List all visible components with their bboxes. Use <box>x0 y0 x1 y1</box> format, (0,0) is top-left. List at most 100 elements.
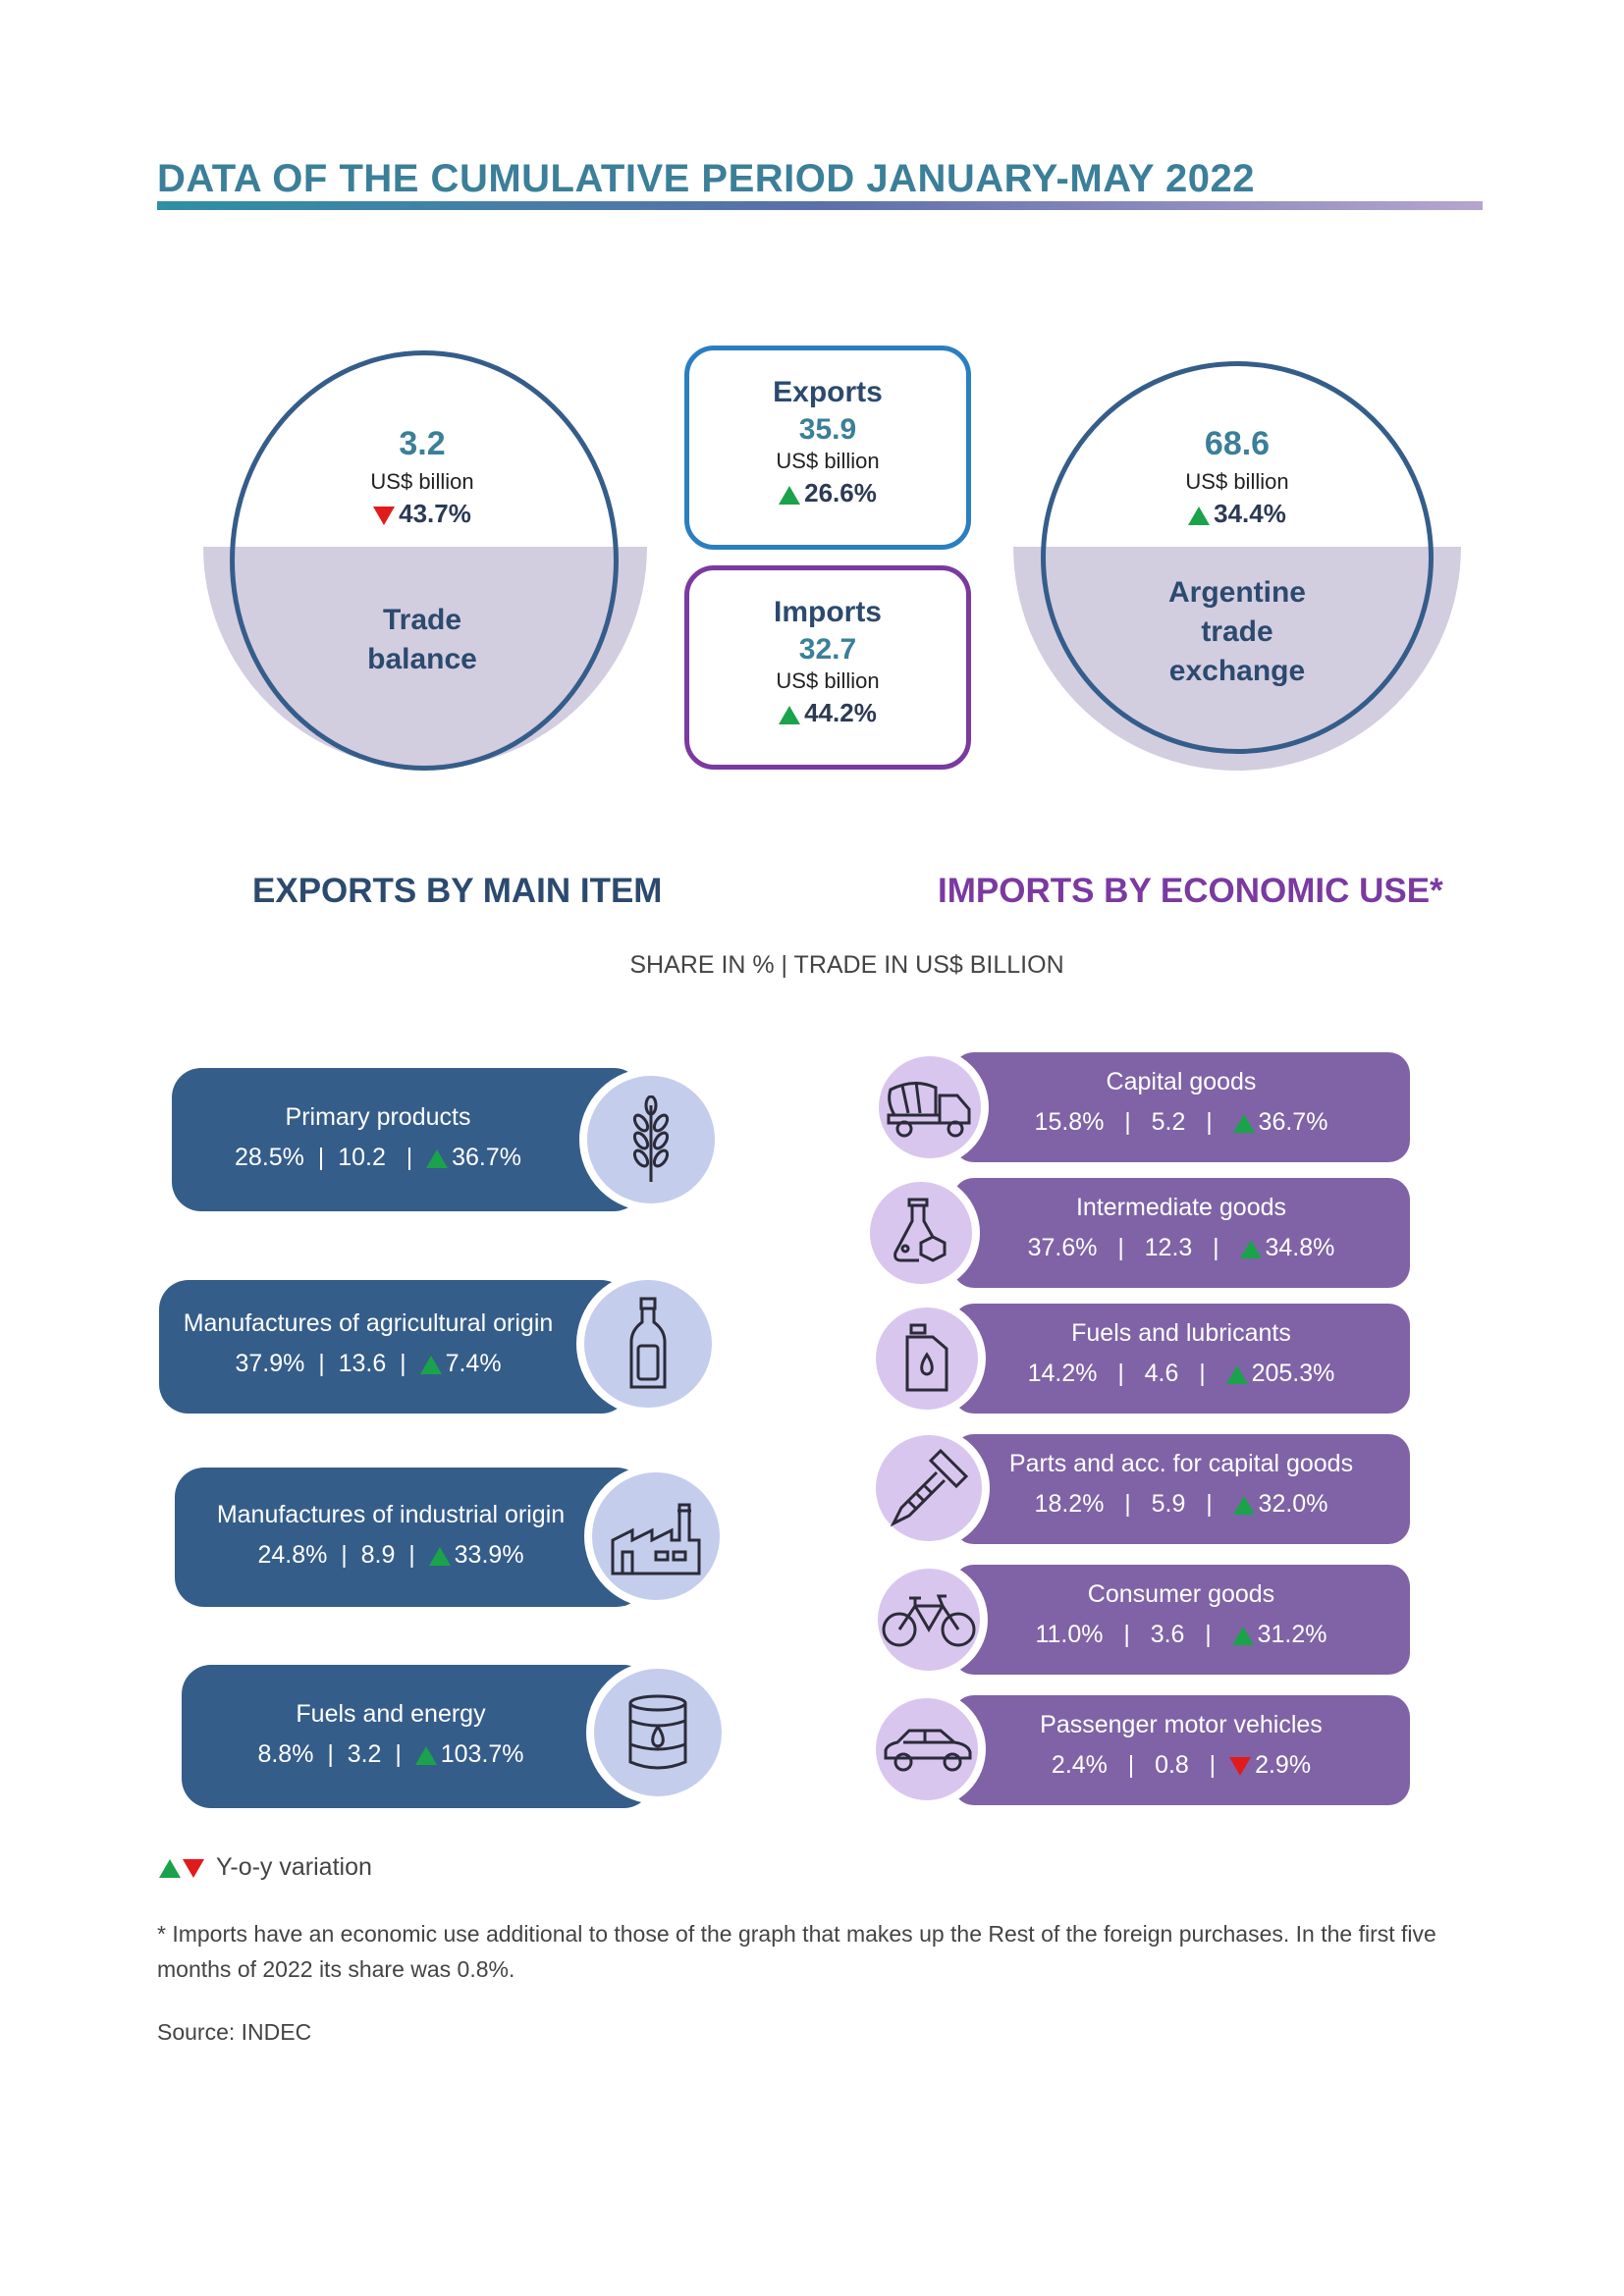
export-item-change: 36.7% <box>452 1144 521 1171</box>
export-item-value: 8.9 <box>360 1541 396 1569</box>
export-item-name: Fuels and energy <box>296 1700 486 1728</box>
export-item-value: 3.2 <box>347 1740 382 1768</box>
trade-exchange-unit: US$ billion <box>1185 469 1289 494</box>
import-item-share: 15.8% <box>1034 1108 1105 1136</box>
up-arrow-icon <box>428 1546 451 1566</box>
export-item-change: 33.9% <box>454 1541 524 1569</box>
import-item-capital-goods: Capital goods 15.8% | 5.2 | 36.7% <box>952 1052 1410 1162</box>
factory-icon <box>584 1465 728 1608</box>
legend-label: Y-o-y variation <box>216 1853 372 1881</box>
imports-section-heading: IMPORTS BY ECONOMIC USE* <box>938 872 1443 910</box>
bottle-icon <box>576 1272 720 1415</box>
import-item-change: 32.0% <box>1258 1490 1328 1518</box>
import-item-name: Capital goods <box>1106 1068 1257 1095</box>
trade-balance-unit: US$ billion <box>370 469 474 494</box>
exports-section-heading: EXPORTS BY MAIN ITEM <box>252 872 663 910</box>
export-item-primary-products: Primary products 28.5% | 10.2 | 36.7% <box>172 1068 643 1211</box>
imports-unit: US$ billion <box>776 668 880 693</box>
imports-heading: Imports <box>773 596 882 628</box>
up-arrow-icon <box>779 705 801 724</box>
export-item-agricultural-manufactures: Manufactures of agricultural origin 37.9… <box>159 1280 630 1414</box>
export-item-share: 8.8% <box>257 1740 314 1768</box>
oil-barrel-icon <box>586 1661 730 1804</box>
import-item-share: 18.2% <box>1034 1490 1105 1518</box>
exports-unit: US$ billion <box>776 449 880 473</box>
source-note: Source: INDEC <box>157 2019 312 2045</box>
trade-exchange-label: Argentine trade exchange <box>1119 573 1355 691</box>
import-item-value: 4.6 <box>1144 1360 1179 1387</box>
import-item-value: 12.3 <box>1144 1234 1193 1261</box>
export-item-share: 28.5% <box>235 1144 304 1171</box>
chemistry-flask-icon <box>862 1174 980 1292</box>
up-arrow-icon <box>419 1355 442 1374</box>
down-arrow-icon <box>1229 1756 1252 1776</box>
title-underline <box>157 201 1483 210</box>
import-item-share: 11.0% <box>1035 1621 1104 1648</box>
footnote: * Imports have an economic use additiona… <box>157 1921 1436 1982</box>
trade-exchange-circle <box>1041 361 1434 754</box>
down-arrow-icon <box>373 506 396 525</box>
up-arrow-icon <box>1225 1364 1248 1384</box>
import-item-name: Intermediate goods <box>1075 1194 1287 1221</box>
imports-change: 44.2% <box>804 698 877 727</box>
page-title: DATA OF THE CUMULATIVE PERIOD JANUARY-MA… <box>157 157 1255 200</box>
import-item-change: 36.7% <box>1258 1108 1328 1136</box>
trade-exchange-label-line1: Argentine <box>1167 576 1306 609</box>
trade-balance-value: 3.2 <box>399 425 446 462</box>
bicycle-icon <box>870 1561 988 1679</box>
trade-balance-label-line1: Trade <box>382 604 462 636</box>
trade-exchange-label-line2: trade <box>1201 615 1273 648</box>
export-item-change: 7.4% <box>445 1350 502 1377</box>
import-item-change: 34.8% <box>1265 1234 1335 1261</box>
trade-exchange-value: 68.6 <box>1204 425 1271 462</box>
import-item-share: 14.2% <box>1027 1360 1098 1387</box>
import-item-name: Passenger motor vehicles <box>1040 1711 1323 1738</box>
trade-exchange-label-line3: exchange <box>1168 655 1306 687</box>
import-item-share: 37.6% <box>1027 1234 1098 1261</box>
import-item-change: 2.9% <box>1255 1751 1312 1779</box>
up-arrow-icon <box>779 485 801 505</box>
exports-box: Exports 35.9 US$ billion 26.6% <box>684 346 971 550</box>
export-item-value: 10.2 <box>338 1144 386 1171</box>
export-item-name: Manufactures of agricultural origin <box>183 1309 554 1337</box>
imports-box: Imports 32.7 US$ billion 44.2% <box>684 565 971 770</box>
up-arrow-icon <box>159 1858 181 1878</box>
trade-balance-change: 43.7% <box>399 499 471 528</box>
trade-exchange-change: 34.4% <box>1214 499 1286 528</box>
export-item-value: 13.6 <box>338 1350 387 1377</box>
import-item-change: 205.3% <box>1251 1360 1335 1387</box>
trade-balance-label: Trade balance <box>324 601 520 679</box>
up-arrow-icon <box>426 1148 449 1168</box>
jerrycan-icon <box>868 1300 986 1417</box>
up-arrow-icon <box>1239 1239 1262 1258</box>
export-item-industrial-manufactures: Manufactures of industrial origin 24.8% … <box>175 1468 646 1607</box>
import-item-name: Consumer goods <box>1087 1580 1275 1608</box>
export-item-share: 37.9% <box>235 1350 305 1377</box>
export-item-fuels-and-energy: Fuels and energy 8.8% | 3.2 | 103.7% <box>182 1665 653 1808</box>
import-item-value: 0.8 <box>1155 1751 1189 1779</box>
concrete-mixer-truck-icon <box>871 1048 989 1166</box>
wheat-icon <box>579 1068 723 1211</box>
import-item-consumer-goods: Consumer goods 11.0% | 3.6 | 31.2% <box>952 1565 1410 1675</box>
exports-change: 26.6% <box>804 478 877 507</box>
trade-balance-figures: 3.2 US$ billion 43.7% <box>324 425 520 529</box>
down-arrow-icon <box>183 1858 204 1878</box>
trade-exchange-figures: 68.6 US$ billion 34.4% <box>1139 425 1335 529</box>
screw-icon <box>868 1427 990 1549</box>
import-item-intermediate-goods: Intermediate goods 37.6% | 12.3 | 34.8% <box>952 1178 1410 1288</box>
export-item-name: Manufactures of industrial origin <box>216 1501 566 1528</box>
import-item-value: 3.6 <box>1150 1621 1185 1648</box>
export-item-change: 103.7% <box>440 1740 524 1768</box>
share-trade-subheading: SHARE IN % | TRADE IN US$ BILLION <box>629 951 1064 979</box>
variation-legend: Y-o-y variation <box>159 1853 372 1882</box>
import-item-passenger-motor-vehicles: Passenger motor vehicles 2.4% | 0.8 | 2.… <box>952 1695 1410 1805</box>
import-item-fuels-and-lubricants: Fuels and lubricants 14.2% | 4.6 | 205.3… <box>952 1304 1410 1414</box>
import-item-value: 5.9 <box>1151 1490 1186 1518</box>
import-item-change: 31.2% <box>1257 1621 1327 1648</box>
import-item-value: 5.2 <box>1151 1108 1186 1136</box>
up-arrow-icon <box>1232 1495 1255 1515</box>
import-item-name: Parts and acc. for capital goods <box>1008 1450 1354 1477</box>
trade-balance-label-line2: balance <box>367 643 477 675</box>
trade-balance-circle <box>230 350 619 771</box>
export-item-share: 24.8% <box>257 1541 328 1569</box>
